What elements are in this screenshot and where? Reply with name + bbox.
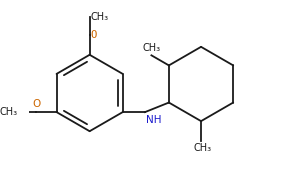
Text: CH₃: CH₃ <box>91 12 109 22</box>
Text: O: O <box>91 30 97 40</box>
Text: CH₃: CH₃ <box>142 43 160 53</box>
Text: NH: NH <box>145 115 161 125</box>
Text: O: O <box>32 100 41 109</box>
Text: CH₃: CH₃ <box>193 143 211 153</box>
Text: CH₃: CH₃ <box>0 107 17 117</box>
